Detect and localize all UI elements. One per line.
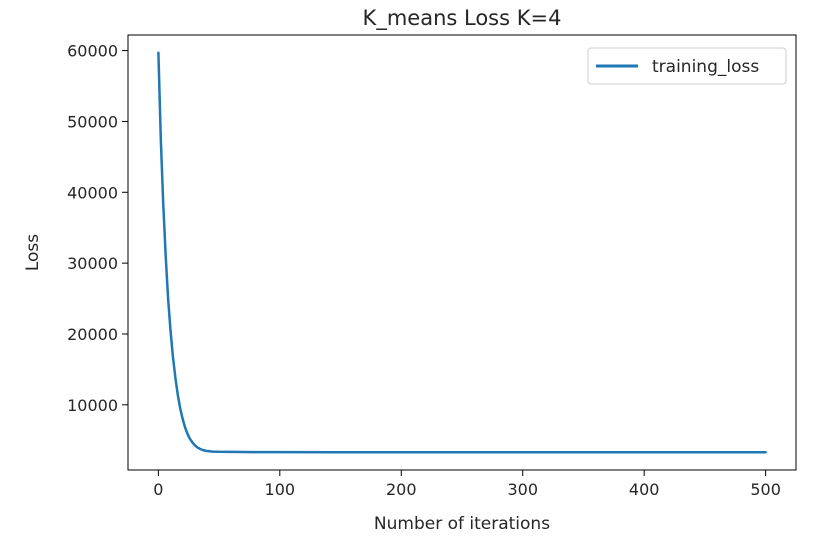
- y-tick-label: 10000: [67, 396, 118, 415]
- x-axis-ticks: 0 100 200 300 400 500: [153, 470, 781, 499]
- x-tick-label: 0: [153, 480, 163, 499]
- series-line-training-loss: [157, 51, 767, 454]
- y-axis-label: Loss: [23, 234, 43, 271]
- x-tick-label: 200: [386, 480, 417, 499]
- legend-label-training-loss: training_loss: [652, 57, 759, 77]
- y-tick-label: 50000: [67, 112, 118, 131]
- y-tick-label: 20000: [67, 325, 118, 344]
- plot-frame: [127, 34, 797, 471]
- x-tick-label: 500: [750, 480, 781, 499]
- x-axis-label: Number of iterations: [374, 514, 550, 534]
- legend: training_loss: [587, 47, 787, 85]
- y-tick-label: 40000: [67, 183, 118, 202]
- y-axis-ticks: 10000 20000 30000 40000 50000 60000: [67, 42, 128, 415]
- x-tick-label: 300: [507, 480, 538, 499]
- y-tick-label: 60000: [67, 42, 118, 61]
- x-tick-label: 100: [265, 480, 296, 499]
- series-layer: [157, 51, 767, 454]
- legend-box: [587, 47, 787, 85]
- y-tick-label: 30000: [67, 254, 118, 273]
- chart-title: K_means Loss K=4: [363, 6, 562, 31]
- x-tick-label: 400: [629, 480, 660, 499]
